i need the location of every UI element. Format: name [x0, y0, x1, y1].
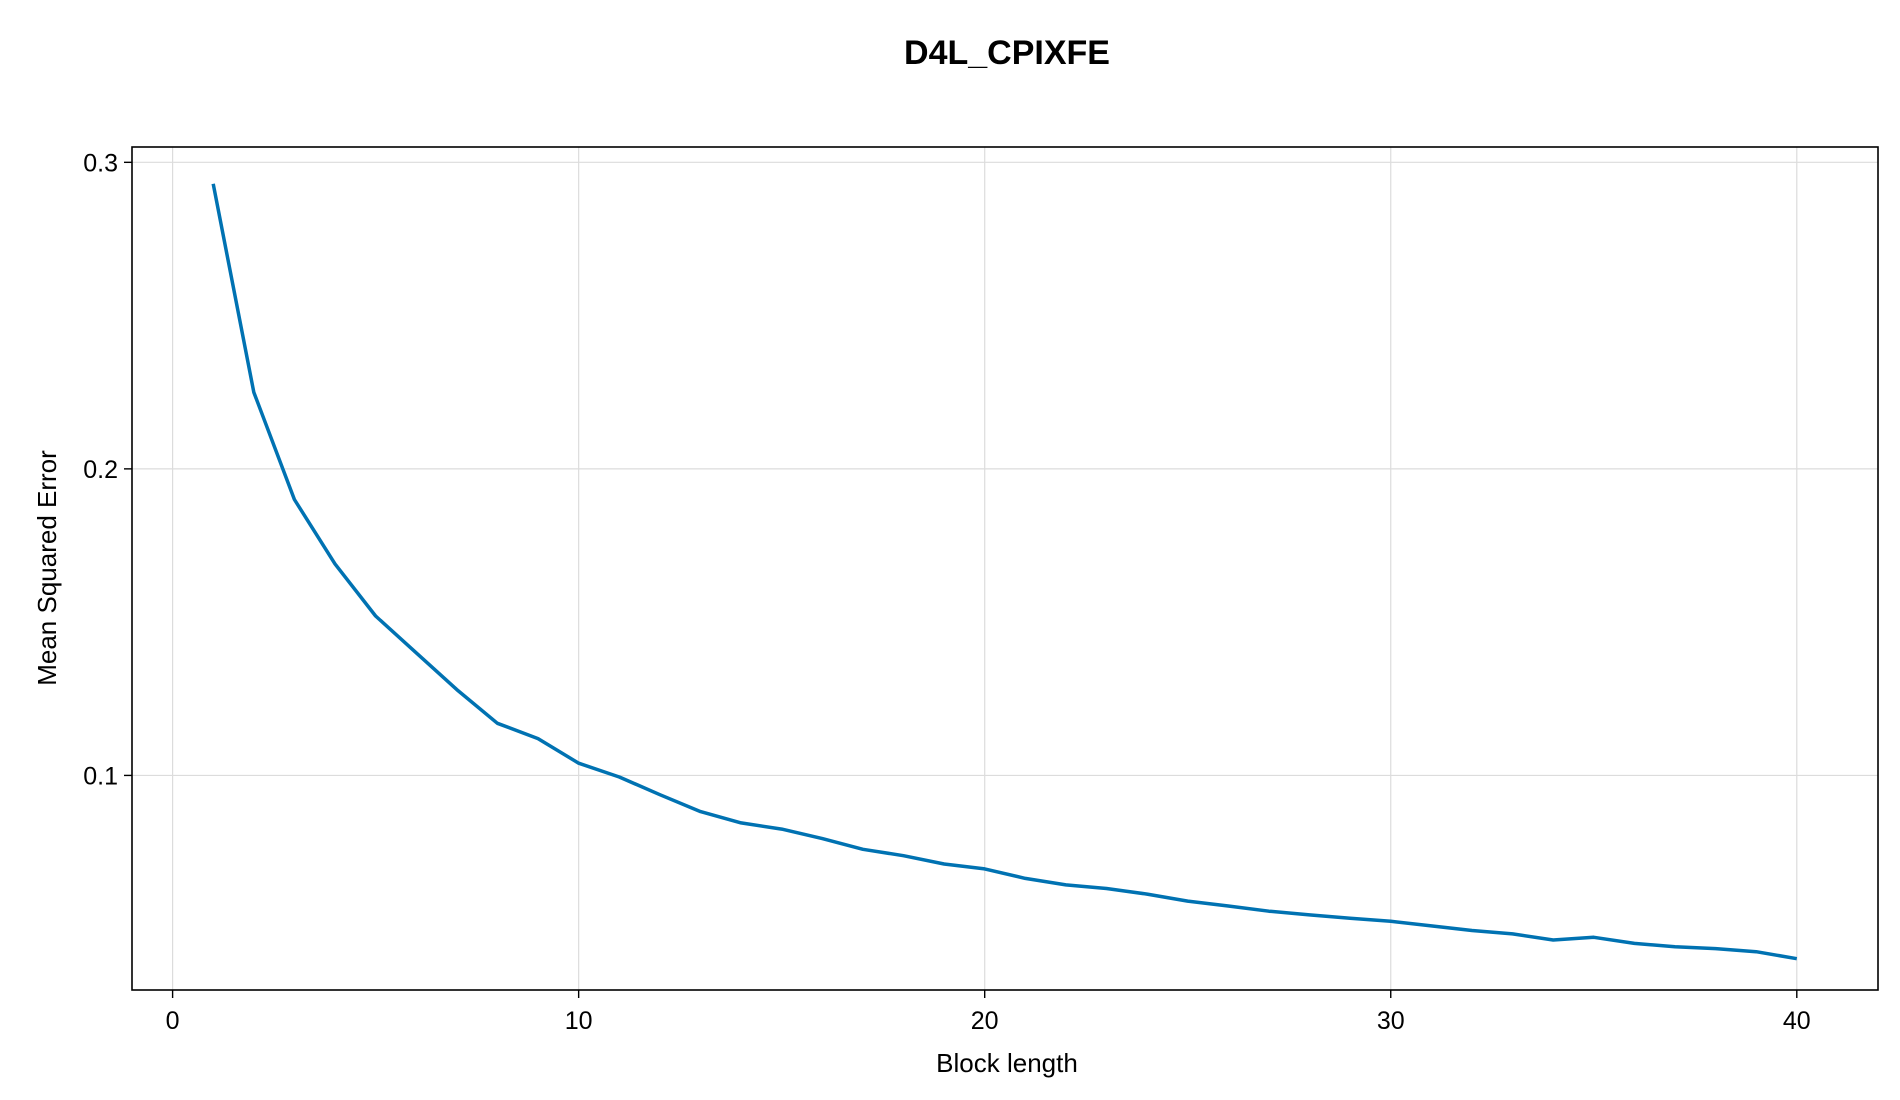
x-axis-label: Block length [936, 1048, 1078, 1078]
x-tick-label: 0 [166, 1007, 180, 1035]
x-tick-label: 30 [1377, 1007, 1405, 1035]
grid [132, 147, 1878, 990]
axis-ticks: 0 10 20 30 40 0.1 0.2 0.3 [83, 149, 1810, 1035]
y-tick-label: 0.2 [83, 456, 118, 484]
y-axis-label: Mean Squared Error [32, 450, 62, 686]
y-tick-label: 0.3 [83, 149, 118, 177]
y-tick-label: 0.1 [83, 762, 118, 790]
plot-series [211, 183, 1798, 961]
series-line [211, 183, 1798, 961]
x-tick-label: 40 [1783, 1007, 1811, 1035]
plot-frame [131, 146, 1879, 991]
chart-title: D4L_CPIXFE [904, 34, 1110, 72]
x-tick-label: 20 [971, 1007, 999, 1035]
x-tick-label: 10 [565, 1007, 593, 1035]
